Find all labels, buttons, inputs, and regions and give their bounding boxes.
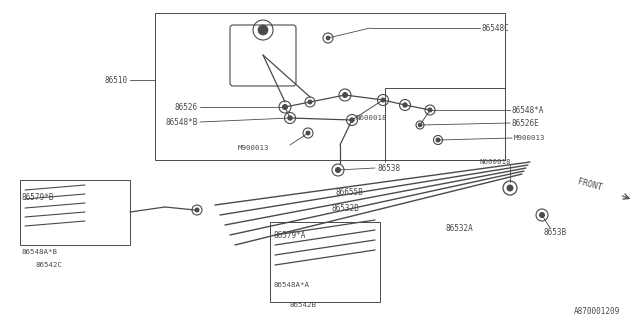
Circle shape (403, 103, 407, 107)
Text: 86526: 86526 (175, 102, 198, 111)
Text: N600018: N600018 (356, 115, 387, 121)
Text: A870001209: A870001209 (573, 308, 620, 316)
Circle shape (335, 167, 340, 172)
Text: N600018: N600018 (480, 159, 511, 165)
Text: 86538: 86538 (377, 164, 400, 172)
Circle shape (507, 185, 513, 191)
Text: 86548*A: 86548*A (512, 106, 545, 115)
Circle shape (306, 131, 310, 135)
Circle shape (436, 138, 440, 142)
Text: 86548*B: 86548*B (166, 117, 198, 126)
Circle shape (540, 212, 545, 218)
Text: 86542C: 86542C (35, 262, 62, 268)
Circle shape (288, 116, 292, 120)
Bar (20, 180, 130, 245)
Text: 86548A*B: 86548A*B (22, 249, 58, 255)
Text: 86510: 86510 (105, 76, 128, 84)
Text: 86579*A: 86579*A (274, 230, 307, 239)
Bar (270, 222, 380, 302)
Text: 86532A: 86532A (445, 223, 473, 233)
Text: M900013: M900013 (238, 145, 269, 151)
Circle shape (258, 25, 268, 35)
Text: 8653B: 8653B (543, 228, 566, 236)
Bar (385, 88, 505, 160)
Text: 86548A*A: 86548A*A (274, 282, 310, 288)
Text: 86526E: 86526E (512, 118, 540, 127)
Circle shape (282, 105, 287, 109)
Circle shape (428, 108, 432, 112)
Circle shape (418, 123, 422, 127)
Text: M900013: M900013 (514, 135, 545, 141)
Circle shape (342, 92, 348, 98)
Circle shape (350, 118, 354, 122)
Circle shape (381, 98, 385, 102)
Text: FRONT: FRONT (577, 178, 604, 193)
Text: 86655B: 86655B (335, 188, 363, 196)
Circle shape (195, 208, 199, 212)
Text: 86542B: 86542B (290, 302, 317, 308)
Circle shape (308, 100, 312, 104)
Circle shape (326, 36, 330, 40)
Bar (155, 13, 505, 160)
Text: 86579*B: 86579*B (22, 193, 54, 202)
Text: 86548C: 86548C (482, 23, 509, 33)
Text: 86532B: 86532B (332, 204, 360, 212)
